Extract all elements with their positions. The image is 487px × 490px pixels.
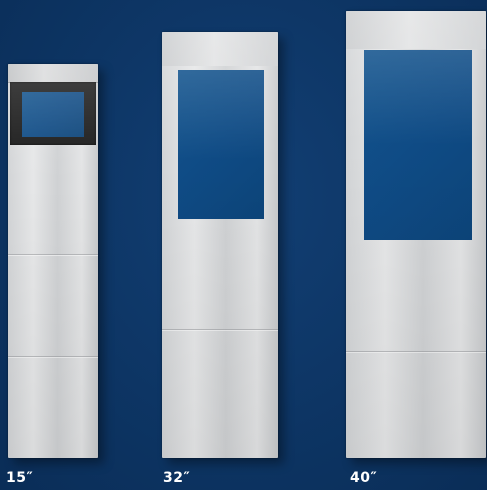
kiosk-top-cap [346,11,486,49]
kiosk-size-label-40: 40″ [350,470,378,486]
kiosk-screen [364,50,472,240]
kiosk-40-inch [346,11,486,458]
panel-seam [346,351,486,352]
panel-seam [162,329,278,330]
kiosk-size-label-32: 32″ [163,470,191,486]
panel-seam [8,356,98,357]
panel-seam [8,254,98,255]
kiosk-size-label-15: 15″ [6,470,34,486]
kiosk-screen [22,92,84,137]
kiosk-screen [178,70,264,219]
kiosk-32-inch [162,32,278,458]
kiosk-top-cap [162,32,278,66]
kiosk-15-inch [8,64,98,458]
